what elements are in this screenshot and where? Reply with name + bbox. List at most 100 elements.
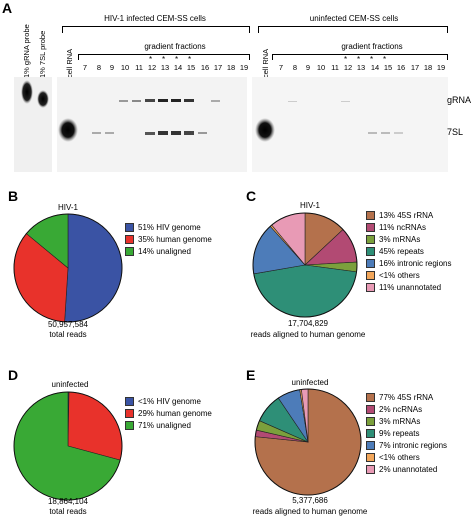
lane-number: 14 bbox=[173, 63, 183, 72]
lane-number: 10 bbox=[316, 63, 326, 72]
legend-label: 7% intronic regions bbox=[379, 440, 448, 450]
legend-item: 9% repeats bbox=[366, 427, 447, 439]
gel-band bbox=[171, 99, 181, 102]
star-marker: * bbox=[344, 55, 348, 64]
uninfected-group-title: uninfected CEM-SS cells bbox=[309, 14, 399, 23]
legend-swatch bbox=[125, 234, 134, 244]
gradient-label-left: gradient fractions bbox=[144, 42, 206, 51]
legend-item: 35% human genome bbox=[125, 233, 212, 245]
legend-item: 71% unaligned bbox=[125, 419, 212, 431]
lane-number: 10 bbox=[120, 63, 130, 72]
star-marker: * bbox=[370, 55, 374, 64]
lane-number: 7 bbox=[278, 63, 284, 72]
gel-band bbox=[158, 99, 168, 102]
panel-label-b: B bbox=[8, 188, 19, 204]
chart-c-caption-1: 17,704,829 bbox=[287, 319, 329, 328]
lane-number: 12 bbox=[343, 63, 353, 72]
lane-number: 17 bbox=[213, 63, 223, 72]
lane-number: 15 bbox=[383, 63, 393, 72]
chart-c-pie bbox=[252, 212, 358, 318]
legend-swatch bbox=[366, 464, 375, 474]
chart-c-title: HIV-1 bbox=[299, 201, 320, 210]
legend-swatch bbox=[366, 428, 375, 438]
legend-label: 77% 45S rRNA bbox=[379, 392, 434, 402]
legend-label: 45% repeats bbox=[379, 246, 424, 256]
chart-c-legend: 13% 45S rRNA 11% ncRNAs 3% mRNAs 45% repeat… bbox=[366, 209, 451, 293]
gel-lane-background bbox=[252, 77, 448, 172]
lane-number: 7 bbox=[82, 63, 88, 72]
lane-number: 13 bbox=[356, 63, 366, 72]
legend-label: 11% ncRNAs bbox=[379, 222, 426, 232]
chart-e-pie bbox=[254, 388, 362, 496]
lane-number: 12 bbox=[147, 63, 157, 72]
chart-d-title: uninfected bbox=[51, 380, 89, 389]
chart-d-pie bbox=[13, 391, 123, 501]
star-marker: * bbox=[162, 55, 166, 64]
legend-label: <1% HIV genome bbox=[138, 396, 201, 406]
pie-outline bbox=[13, 391, 123, 501]
gradient-bracket-right bbox=[272, 54, 448, 60]
legend-label: <1% others bbox=[379, 270, 420, 280]
legend-swatch bbox=[366, 258, 375, 268]
chart-c-caption-2: reads aligned to human genome bbox=[250, 330, 366, 339]
legend-label: 2% ncRNAs bbox=[379, 404, 423, 414]
gel-lane-background bbox=[14, 77, 52, 172]
gel-band bbox=[255, 118, 275, 142]
gel-band bbox=[184, 99, 194, 102]
legend-swatch bbox=[366, 222, 375, 232]
lane-number: 8 bbox=[292, 63, 298, 72]
gel-band bbox=[368, 132, 377, 134]
gel-band bbox=[341, 101, 350, 102]
star-marker: * bbox=[383, 55, 387, 64]
legend-swatch bbox=[366, 440, 375, 450]
gel-band bbox=[92, 132, 101, 134]
legend-item: 77% 45S rRNA bbox=[366, 391, 447, 403]
legend-item: <1% others bbox=[366, 451, 447, 463]
gel-band bbox=[37, 90, 49, 108]
legend-swatch bbox=[366, 392, 375, 402]
gel-band bbox=[198, 132, 207, 134]
chart-d-caption-2: total reads bbox=[49, 507, 87, 516]
star-marker: * bbox=[357, 55, 361, 64]
legend-label: 71% unaligned bbox=[138, 420, 191, 430]
lane-number: 15 bbox=[186, 63, 196, 72]
lane-number: 17 bbox=[410, 63, 420, 72]
gel-band bbox=[105, 132, 114, 134]
gel-band bbox=[211, 100, 220, 102]
chart-e-caption-2: reads aligned to human genome bbox=[252, 507, 368, 516]
lane-number: 13 bbox=[160, 63, 170, 72]
legend-item: 11% ncRNAs bbox=[366, 221, 451, 233]
infected-group-bracket bbox=[62, 26, 250, 33]
legend-swatch bbox=[366, 234, 375, 244]
legend-item: 2% ncRNAs bbox=[366, 403, 447, 415]
gel-band bbox=[58, 118, 78, 142]
gel-band bbox=[394, 132, 403, 134]
legend-swatch bbox=[366, 282, 375, 292]
pie-outline bbox=[252, 212, 358, 318]
chart-b-legend: 51% HIV genome 35% human genome 14% unalig… bbox=[125, 221, 212, 257]
star-marker: * bbox=[188, 55, 192, 64]
pie-outline bbox=[13, 213, 123, 323]
pie-slice-c-3 bbox=[253, 264, 357, 318]
legend-item: 2% unannotated bbox=[366, 463, 447, 475]
legend-item: 7% intronic regions bbox=[366, 439, 447, 451]
legend-item: <1% others bbox=[366, 269, 451, 281]
gel-image bbox=[14, 77, 448, 172]
legend-swatch bbox=[125, 396, 134, 406]
legend-item: 13% 45S rRNA bbox=[366, 209, 451, 221]
legend-label: <1% others bbox=[379, 452, 420, 462]
star-marker: * bbox=[149, 55, 153, 64]
gel-lane-background bbox=[57, 77, 247, 172]
lane-number: 9 bbox=[305, 63, 311, 72]
legend-swatch bbox=[366, 246, 375, 256]
lane-number: 11 bbox=[331, 63, 339, 72]
legend-swatch bbox=[125, 408, 134, 418]
legend-label: 35% human genome bbox=[138, 234, 212, 244]
legend-item: 16% intronic regions bbox=[366, 257, 451, 269]
legend-label: 2% unannotated bbox=[379, 464, 438, 474]
gel-band bbox=[119, 100, 128, 102]
band-label-grna: gRNA bbox=[447, 95, 472, 105]
legend-label: 13% 45S rRNA bbox=[379, 210, 434, 220]
chart-e-caption-1: 5,377,686 bbox=[292, 496, 328, 505]
gel-band bbox=[288, 101, 297, 102]
